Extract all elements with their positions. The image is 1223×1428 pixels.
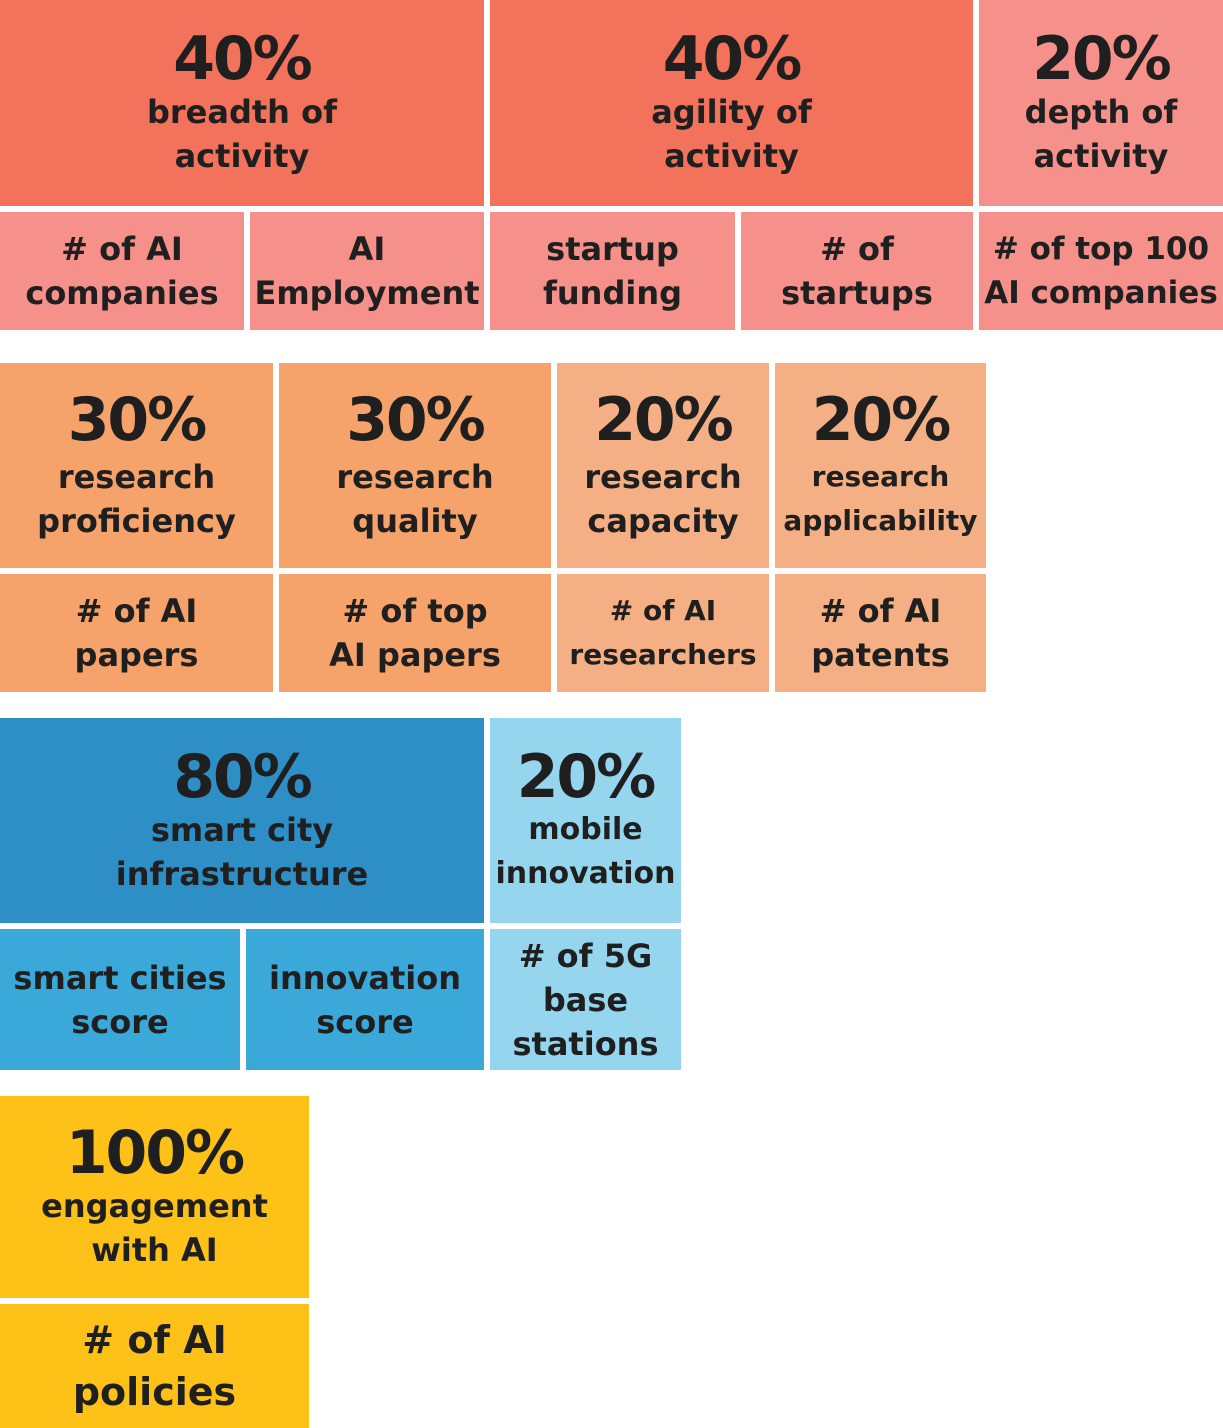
innovation-score-metric: innovation score <box>246 929 484 1070</box>
smart-city-infrastructure-label: smart city infrastructure <box>115 810 369 893</box>
ai-patents-metric: # of AI patents <box>775 574 986 692</box>
smart-city-infrastructure-block: 80% smart city infrastructure <box>0 718 484 923</box>
agility-of-activity-block: 40% agility of activity <box>490 0 973 206</box>
engagement-with-ai-percent: 100% <box>65 1118 245 1188</box>
ai-papers-label: # of AI papers <box>74 592 199 674</box>
research-capacity-block: 20% research capacity <box>557 363 769 568</box>
ai-researchers-metric: # of AI researchers <box>557 574 769 692</box>
smart-cities-score-metric: smart cities score <box>0 929 240 1070</box>
research-quality-block: 30% research quality <box>279 363 551 568</box>
startup-funding-metric: startup funding <box>490 212 735 330</box>
research-quality-label: research quality <box>336 457 494 540</box>
breadth-of-activity-block: 40% breadth of activity <box>0 0 484 206</box>
research-proficiency-label: research proficiency <box>37 457 236 540</box>
smart-cities-score-label: smart cities score <box>13 958 227 1041</box>
research-capacity-percent: 20% <box>594 384 734 455</box>
research-applicability-label: research applicability <box>783 459 978 537</box>
breadth-of-activity-label: breadth of activity <box>146 93 337 175</box>
ai-policies-metric: # of AI policies <box>0 1304 309 1428</box>
ai-companies-metric: # of AI companies <box>0 212 244 330</box>
mobile-innovation-percent: 20% <box>516 741 657 812</box>
depth-of-activity-label: depth of activity <box>1024 93 1178 175</box>
depth-of-activity-block: 20% depth of activity <box>979 0 1223 206</box>
research-applicability-block: 20% research applicability <box>775 363 986 568</box>
breadth-of-activity-percent: 40% <box>173 24 313 94</box>
num-startups-label: # of startups <box>781 230 933 312</box>
research-applicability-percent: 20% <box>811 384 952 455</box>
mobile-innovation-label: mobile innovation <box>495 811 676 891</box>
ai-patents-label: # of AI patents <box>811 592 950 674</box>
depth-of-activity-percent: 20% <box>1032 24 1172 94</box>
5g-base-stations-metric: # of 5G base stations <box>490 929 681 1070</box>
ai-policies-label: # of AI policies <box>72 1318 237 1414</box>
innovation-score-label: innovation score <box>269 958 461 1041</box>
research-quality-percent: 30% <box>346 384 486 455</box>
ai-researchers-label: # of AI researchers <box>569 594 757 671</box>
top-ai-papers-label: # of top AI papers <box>329 592 501 674</box>
ai-companies-label: # of AI companies <box>25 230 219 312</box>
research-proficiency-percent: 30% <box>67 384 208 455</box>
num-startups-metric: # of startups <box>741 212 973 330</box>
startup-funding-label: startup funding <box>542 230 683 312</box>
top100-ai-companies-metric: # of top 100 AI companies <box>979 212 1223 330</box>
mobile-innovation-block: 20% mobile innovation <box>490 718 681 923</box>
agility-of-activity-label: agility of activity <box>651 93 812 175</box>
engagement-with-ai-block: 100% engagement with AI <box>0 1096 309 1298</box>
5g-base-stations-label: # of 5G base stations <box>512 936 659 1063</box>
research-proficiency-block: 30% research proficiency <box>0 363 273 568</box>
agility-of-activity-percent: 40% <box>662 24 803 94</box>
engagement-with-ai-label: engagement with AI <box>41 1187 268 1269</box>
ai-employment-label: AI Employment <box>254 230 480 312</box>
top100-ai-companies-label: # of top 100 AI companies <box>984 231 1218 311</box>
top-ai-papers-metric: # of top AI papers <box>279 574 551 692</box>
research-capacity-label: research capacity <box>584 457 742 540</box>
ai-employment-metric: AI Employment <box>250 212 484 330</box>
ai-papers-metric: # of AI papers <box>0 574 273 692</box>
smart-city-infrastructure-percent: 80% <box>173 741 313 812</box>
